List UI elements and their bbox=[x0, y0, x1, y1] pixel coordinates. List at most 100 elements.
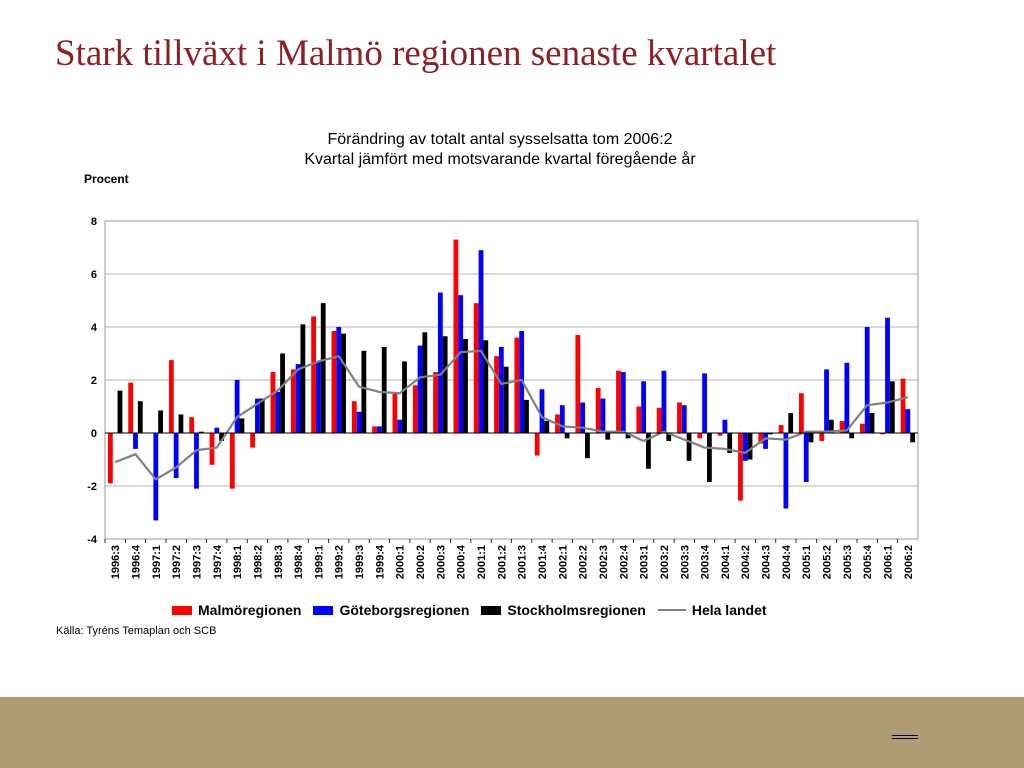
bar-göteborgsregionen-1999:4 bbox=[376, 426, 382, 434]
x-tick-label: 1999:2 bbox=[334, 545, 346, 579]
bar-göteborgsregionen-1999:2 bbox=[336, 327, 342, 433]
chart-subtitle: Kvartal jämfört med motsvarande kvartal … bbox=[304, 151, 696, 168]
bar-göteborgsregionen-2003:1 bbox=[641, 381, 647, 433]
legend-item-goteborg: Göteborgsregionen bbox=[313, 602, 469, 618]
legend-item-national: Hela landet bbox=[657, 602, 767, 618]
legend-item-malmo: Malmöregionen bbox=[172, 602, 301, 618]
bar-malmöregionen-2006:1 bbox=[880, 433, 886, 435]
bar-göteborgsregionen-2002:4 bbox=[620, 372, 626, 433]
x-tick-label: 2003:1 bbox=[639, 545, 651, 579]
bar-malmöregionen-2001:4 bbox=[534, 433, 540, 456]
bar-stockholmsregionen-1998:4 bbox=[300, 324, 306, 433]
bar-malmöregionen-2002:3 bbox=[595, 387, 601, 433]
x-tick-label: 2005:4 bbox=[862, 544, 874, 579]
x-tick-label: 2004:3 bbox=[761, 545, 773, 579]
bar-göteborgsregionen-1998:1 bbox=[234, 380, 240, 433]
bar-göteborgsregionen-2002:2 bbox=[580, 402, 586, 433]
bar-malmöregionen-2000:2 bbox=[412, 385, 418, 433]
bar-stockholmsregionen-2004:1 bbox=[727, 433, 733, 453]
x-tick-label: 2001:3 bbox=[517, 545, 529, 579]
x-tick-label: 2005:2 bbox=[822, 545, 834, 579]
y-axis-label: Procent bbox=[84, 172, 129, 186]
chart-title-block: Förändring av totalt antal sysselsatta t… bbox=[0, 130, 1000, 170]
x-tick-label: 2004:2 bbox=[740, 545, 752, 579]
bar-göteborgsregionen-1996:4 bbox=[133, 433, 138, 449]
y-tick-label: 8 bbox=[91, 216, 97, 228]
legend-label-national: Hela landet bbox=[691, 602, 767, 618]
x-tick-label: 2000:3 bbox=[435, 545, 447, 579]
bar-göteborgsregionen-1998:3 bbox=[275, 391, 281, 433]
y-tick-label: 2 bbox=[91, 375, 97, 387]
bar-göteborgsregionen-2005:2 bbox=[824, 369, 829, 433]
bar-malmöregionen-2003:1 bbox=[636, 406, 642, 433]
bar-malmöregionen-2003:3 bbox=[677, 402, 682, 433]
bar-göteborgsregionen-2006:1 bbox=[885, 317, 890, 433]
x-tick-label: 2000:2 bbox=[415, 545, 427, 579]
bar-göteborgsregionen-1997:3 bbox=[194, 433, 199, 489]
x-tick-label: 1997:4 bbox=[212, 544, 224, 579]
bar-malmöregionen-2001:2 bbox=[494, 356, 499, 433]
bar-stockholmsregionen-1999:1 bbox=[320, 303, 326, 433]
bar-malmöregionen-1999:2 bbox=[331, 330, 337, 433]
x-tick-label: 1996:3 bbox=[110, 545, 122, 579]
bar-stockholmsregionen-1997:4 bbox=[219, 433, 224, 441]
bar-malmöregionen-1998:4 bbox=[290, 369, 296, 433]
bar-stockholmsregionen-2003:4 bbox=[706, 433, 712, 483]
bar-göteborgsregionen-1999:3 bbox=[356, 411, 362, 433]
x-tick-label: 2003:4 bbox=[700, 544, 712, 579]
y-tick-label: 0 bbox=[91, 428, 97, 440]
bar-stockholmsregionen-2001:2 bbox=[503, 366, 509, 433]
bar-göteborgsregionen-2004:3 bbox=[763, 433, 768, 449]
bar-malmöregionen-2002:2 bbox=[575, 334, 581, 433]
bar-göteborgsregionen-2004:1 bbox=[722, 419, 728, 433]
y-tick-label: -4 bbox=[87, 534, 98, 546]
bar-göteborgsregionen-2004:2 bbox=[742, 433, 748, 461]
bar-malmöregionen-2000:4 bbox=[453, 239, 459, 433]
x-tick-label: 1999:1 bbox=[313, 545, 325, 579]
bar-stockholmsregionen-2002:3 bbox=[605, 433, 611, 440]
legend-item-stockholm: Stockholmsregionen bbox=[481, 602, 646, 618]
bar-stockholmsregionen-2001:4 bbox=[544, 421, 550, 433]
bar-malmöregionen-1998:1 bbox=[229, 433, 235, 489]
bar-stockholmsregionen-2000:3 bbox=[442, 336, 448, 433]
x-tick-label: 2002:1 bbox=[557, 545, 569, 579]
bar-stockholmsregionen-1996:3 bbox=[117, 390, 123, 433]
x-tick-label: 2005:1 bbox=[801, 545, 813, 579]
x-tick-label: 2002:4 bbox=[618, 544, 630, 579]
bar-stockholmsregionen-2002:2 bbox=[585, 433, 590, 459]
bar-malmöregionen-2000:3 bbox=[433, 372, 438, 433]
x-tick-label: 1998:3 bbox=[273, 545, 285, 579]
x-tick-label: 2001:1 bbox=[476, 545, 488, 579]
bar-malmöregionen-1999:4 bbox=[372, 426, 377, 434]
bar-stockholmsregionen-2005:3 bbox=[849, 433, 855, 439]
x-tick-label: 2006:2 bbox=[903, 545, 915, 579]
x-tick-label: 1997:2 bbox=[171, 545, 183, 579]
bar-stockholmsregionen-2002:1 bbox=[564, 433, 570, 439]
x-tick-label: 2000:4 bbox=[456, 544, 468, 579]
x-tick-label: 2004:1 bbox=[720, 545, 732, 579]
slide-title: Stark tillväxt i Malmö regionen senaste … bbox=[55, 33, 777, 74]
bar-stockholmsregionen-1997:2 bbox=[178, 414, 184, 433]
x-tick-label: 2005:3 bbox=[842, 545, 854, 579]
bar-göteborgsregionen-1997:4 bbox=[214, 427, 220, 433]
bar-stockholmsregionen-1999:4 bbox=[381, 346, 387, 434]
bar-göteborgsregionen-2000:1 bbox=[397, 419, 403, 433]
bar-malmöregionen-2005:4 bbox=[859, 423, 865, 433]
x-tick-label: 2006:1 bbox=[883, 545, 895, 579]
legend-label-stockholm: Stockholmsregionen bbox=[507, 602, 646, 618]
legend-swatch-goteborg bbox=[313, 605, 334, 615]
x-tick-label: 1999:4 bbox=[374, 544, 386, 579]
national-line bbox=[114, 349, 909, 481]
bar-göteborgsregionen-1999:1 bbox=[316, 361, 321, 433]
bar-göteborgsregionen-2006:2 bbox=[905, 409, 911, 433]
y-tick-label: 6 bbox=[91, 269, 97, 281]
bar-malmöregionen-1997:3 bbox=[189, 417, 195, 433]
x-tick-label: 2004:4 bbox=[781, 544, 793, 579]
bar-malmöregionen-2001:1 bbox=[473, 303, 479, 433]
footer-band bbox=[0, 697, 1024, 768]
bar-malmöregionen-2001:3 bbox=[514, 337, 520, 433]
bar-malmöregionen-2004:3 bbox=[758, 433, 764, 444]
bar-göteborgsregionen-2004:4 bbox=[783, 433, 789, 509]
line-hela-landet bbox=[114, 349, 909, 481]
bar-stockholmsregionen-2003:1 bbox=[646, 433, 651, 469]
